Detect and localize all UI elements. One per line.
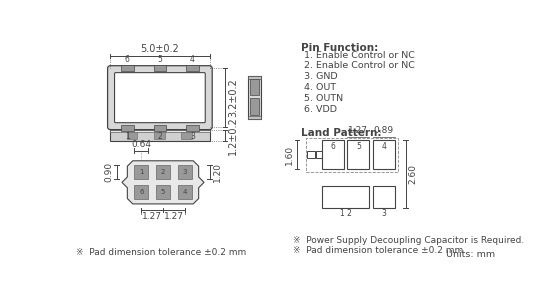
Bar <box>110 130 209 132</box>
Bar <box>153 65 166 71</box>
Text: 2.60: 2.60 <box>409 164 418 184</box>
Text: 6. VDD: 6. VDD <box>304 105 337 113</box>
Bar <box>153 125 166 131</box>
FancyBboxPatch shape <box>115 73 205 123</box>
Text: 0.90: 0.90 <box>104 162 113 182</box>
Bar <box>250 98 259 115</box>
Text: 6: 6 <box>330 142 335 151</box>
Bar <box>134 166 148 179</box>
Text: 0.89: 0.89 <box>374 126 394 135</box>
Text: 3. GND: 3. GND <box>304 72 338 81</box>
Text: 4: 4 <box>183 189 187 195</box>
Text: 5: 5 <box>157 55 162 64</box>
Bar <box>347 140 369 169</box>
Text: 5: 5 <box>161 189 165 195</box>
Text: 6: 6 <box>125 55 130 64</box>
Text: 1.27: 1.27 <box>164 212 184 220</box>
Bar <box>186 125 199 131</box>
Text: 1 2: 1 2 <box>339 209 352 218</box>
Text: ※  Pad dimension tolerance ±0.2 mm: ※ Pad dimension tolerance ±0.2 mm <box>293 245 464 255</box>
Text: 2: 2 <box>157 131 162 141</box>
Text: 4. OUT: 4. OUT <box>304 83 336 92</box>
Bar <box>248 116 260 119</box>
Text: 2. Enable Control or NC: 2. Enable Control or NC <box>304 61 415 71</box>
Text: 4: 4 <box>190 55 195 64</box>
Bar <box>306 138 398 172</box>
Text: 1.2±0.2: 1.2±0.2 <box>228 116 238 155</box>
Text: 2: 2 <box>161 169 165 175</box>
Text: 1: 1 <box>125 131 130 141</box>
Bar <box>181 132 192 139</box>
Text: 1.27: 1.27 <box>142 212 162 220</box>
Text: 1.20: 1.20 <box>213 162 222 182</box>
Bar <box>127 132 137 139</box>
Bar <box>248 76 260 79</box>
Text: 5.0±0.2: 5.0±0.2 <box>141 44 179 54</box>
Bar <box>250 79 259 95</box>
Text: ※  Pad dimension tolerance ±0.2 mm: ※ Pad dimension tolerance ±0.2 mm <box>76 248 246 257</box>
Text: 4: 4 <box>381 142 386 151</box>
Bar <box>153 132 165 139</box>
Text: 3: 3 <box>381 209 386 218</box>
Bar <box>373 186 395 208</box>
Bar <box>322 186 369 208</box>
PathPatch shape <box>122 161 204 204</box>
Bar <box>316 151 324 158</box>
Text: Land Pattern:: Land Pattern: <box>301 128 381 138</box>
Text: 3.2±0.2: 3.2±0.2 <box>228 78 238 117</box>
Text: 3: 3 <box>190 131 195 141</box>
Text: 5: 5 <box>356 142 361 151</box>
Text: 5. OUTN: 5. OUTN <box>304 94 343 103</box>
Bar <box>156 186 170 199</box>
Bar <box>186 65 199 71</box>
Bar <box>110 130 209 141</box>
Bar <box>178 166 192 179</box>
Text: 6: 6 <box>139 189 143 195</box>
Text: Units: mm: Units: mm <box>446 250 494 259</box>
Bar <box>373 140 395 169</box>
Bar <box>178 186 192 199</box>
Bar <box>248 76 260 119</box>
Text: ※  Power Supply Decoupling Capacitor is Required.: ※ Power Supply Decoupling Capacitor is R… <box>293 235 525 245</box>
Bar <box>134 186 148 199</box>
Text: 1.60: 1.60 <box>285 145 294 165</box>
Text: 1: 1 <box>139 169 143 175</box>
Text: Pin Function:: Pin Function: <box>301 43 378 53</box>
Text: 1.27: 1.27 <box>348 126 368 135</box>
Bar <box>121 65 133 71</box>
Text: 3: 3 <box>183 169 187 175</box>
Bar <box>307 151 315 158</box>
Bar <box>322 140 344 169</box>
Bar <box>156 166 170 179</box>
Bar <box>121 125 133 131</box>
Text: 1. Enable Control or NC: 1. Enable Control or NC <box>304 51 415 60</box>
Text: 0.64: 0.64 <box>131 140 151 149</box>
FancyBboxPatch shape <box>108 66 212 130</box>
